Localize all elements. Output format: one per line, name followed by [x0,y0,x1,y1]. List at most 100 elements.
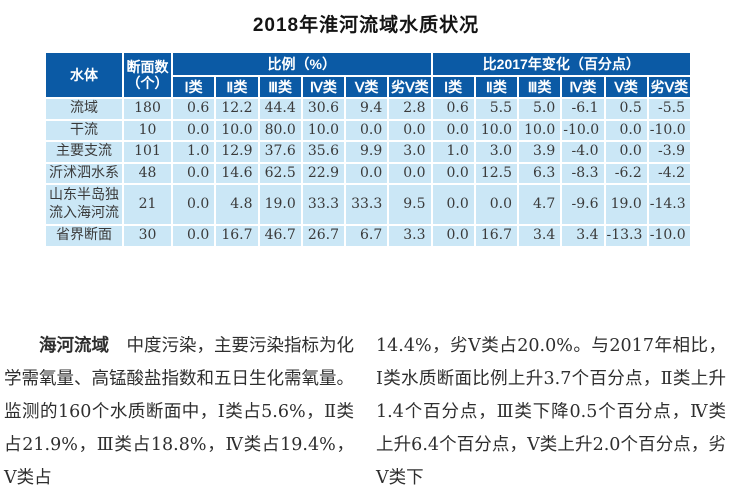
ratio-cell: 22.9 [300,161,347,185]
change-cell: 10.0 [516,118,563,142]
ratio-cell: 0.0 [387,118,433,142]
change-cell: 10.0 [473,118,520,142]
ratio-cell: 6.7 [343,224,390,248]
ratio-cell: 35.6 [300,140,347,164]
section-count-cell: 180 [122,97,173,121]
table-row-shandong-peninsula: 山东半岛独 流入海河流 21 0.0 4.8 19.0 33.3 33.3 9.… [44,183,693,226]
ratio-cell: 62.5 [257,161,303,185]
col-header-ratio-class2: Ⅱ类 [214,75,260,99]
change-cell: 6.3 [516,161,563,185]
col-group-change-vs-2017: 比2017年变化（百分点） [430,51,692,77]
header-group-row: 水体 断面数 （个） 比例（%） 比2017年变化（百分点） [44,51,692,99]
ratio-cell: 33.3 [343,183,390,226]
section-count-cell: 101 [122,140,173,164]
ratio-cell: 0.0 [343,161,390,185]
change-cell: -13.3 [603,224,649,248]
ratio-cell: 0.0 [170,224,217,248]
section-count-cell: 21 [122,183,173,226]
change-cell: 0.0 [430,224,476,248]
change-cell: 3.4 [560,224,606,248]
change-cell: 1.0 [430,140,476,164]
ratio-cell: 12.9 [214,140,260,164]
change-cell: -3.9 [646,140,693,164]
section-count-cell: 48 [122,161,173,185]
row-label: 主要支流 [44,140,124,164]
section-count-cell: 30 [122,224,173,248]
ratio-cell: 3.3 [387,224,433,248]
change-cell: -10.0 [560,118,606,142]
col-header-ratio-class5plus: 劣Ⅴ类 [387,75,433,99]
table-body: 流域 180 0.6 12.2 44.4 30.6 9.4 2.8 0.6 5.… [44,97,693,248]
change-cell: 3.0 [473,140,520,164]
change-cell: -9.6 [560,183,606,226]
haihe-paragraph-start: 海河流域 中度污染，主要污染指标为化学需氧量、高锰酸盐指数和五日生化需氧量。监测… [4,330,354,495]
change-cell: -14.3 [646,183,693,226]
ratio-cell: 33.3 [300,183,347,226]
ratio-cell: 9.5 [387,183,433,226]
ratio-cell: 0.0 [170,118,217,142]
change-cell: 0.0 [430,118,476,142]
ratio-cell: 3.0 [387,140,433,164]
change-cell: 5.0 [516,97,563,121]
table-row-major-tributaries: 主要支流 101 1.0 12.9 37.6 35.6 9.9 3.0 1.0 … [44,140,693,164]
ratio-cell: 1.0 [170,140,217,164]
col-header-change-class1: Ⅰ类 [430,75,476,99]
col-header-change-class3: Ⅲ类 [516,75,563,99]
change-cell: 12.5 [473,161,520,185]
ratio-cell: 0.6 [170,97,217,121]
ratio-cell: 10.0 [214,118,260,142]
change-cell: 0.0 [430,161,476,185]
ratio-cell: 19.0 [257,183,303,226]
col-header-ratio-class3: Ⅲ类 [257,75,303,99]
ratio-cell: 16.7 [214,224,260,248]
page-title: 2018年淮河流域水质状况 [252,15,480,36]
change-cell: 19.0 [603,183,649,226]
ratio-cell: 80.0 [257,118,303,142]
ratio-cell: 10.0 [300,118,347,142]
table-row-provincial-boundary: 省界断面 30 0.0 16.7 46.7 26.7 6.7 3.3 0.0 1… [44,224,693,248]
change-cell: -10.0 [646,224,693,248]
change-cell: -5.5 [646,97,693,121]
haihe-paragraph-continued: 14.4%，劣Ⅴ类占20.0%。与2017年相比，Ⅰ类水质断面比例上升3.7个百… [376,335,726,488]
col-header-ratio-class5: Ⅴ类 [343,75,390,99]
change-cell: -10.0 [646,118,693,142]
change-cell: 3.4 [516,224,563,248]
col-header-change-class2: Ⅱ类 [473,75,520,99]
change-cell: 0.0 [430,183,476,226]
water-quality-table: 水体 断面数 （个） 比例（%） 比2017年变化（百分点） Ⅰ类 Ⅱ类 Ⅲ类 … [44,51,693,248]
table-row-yishusi-system: 沂沭泗水系 48 0.0 14.6 62.5 22.9 0.0 0.0 0.0 … [44,161,693,185]
ratio-cell: 4.8 [214,183,260,226]
ratio-cell: 44.4 [257,97,303,121]
text-column-left: 海河流域 中度污染，主要污染指标为化学需氧量、高锰酸盐指数和五日生化需氧量。监测… [4,330,354,495]
ratio-cell: 9.9 [343,140,390,164]
col-header-water-body: 水体 [44,51,124,99]
row-label: 省界断面 [44,224,124,248]
change-cell: 0.0 [603,140,649,164]
ratio-cell: 2.8 [387,97,433,121]
ratio-cell: 0.0 [170,183,217,226]
ratio-cell: 37.6 [257,140,303,164]
row-label: 流域 [44,97,124,121]
change-cell: 5.5 [473,97,520,121]
col-header-change-class5: Ⅴ类 [603,75,649,99]
change-cell: 0.5 [603,97,649,121]
ratio-cell: 0.0 [170,161,217,185]
row-label: 山东半岛独 流入海河流 [44,183,124,226]
change-cell: 0.0 [603,118,649,142]
ratio-cell: 9.4 [343,97,390,121]
text-column-right: 14.4%，劣Ⅴ类占20.0%。与2017年相比，Ⅰ类水质断面比例上升3.7个百… [376,330,726,495]
change-cell: -4.0 [560,140,606,164]
change-cell: -8.3 [560,161,606,185]
change-cell: 3.9 [516,140,563,164]
ratio-cell: 46.7 [257,224,303,248]
change-cell: -4.2 [646,161,693,185]
ratio-cell: 0.0 [387,161,433,185]
change-cell: 0.6 [430,97,476,121]
col-header-ratio-class1: Ⅰ类 [170,75,217,99]
ratio-cell: 12.2 [214,97,260,121]
ratio-cell: 0.0 [343,118,390,142]
ratio-cell: 30.6 [300,97,347,121]
row-label: 沂沭泗水系 [44,161,124,185]
section-count-cell: 10 [122,118,173,142]
col-header-change-class5plus: 劣Ⅴ类 [646,75,693,99]
